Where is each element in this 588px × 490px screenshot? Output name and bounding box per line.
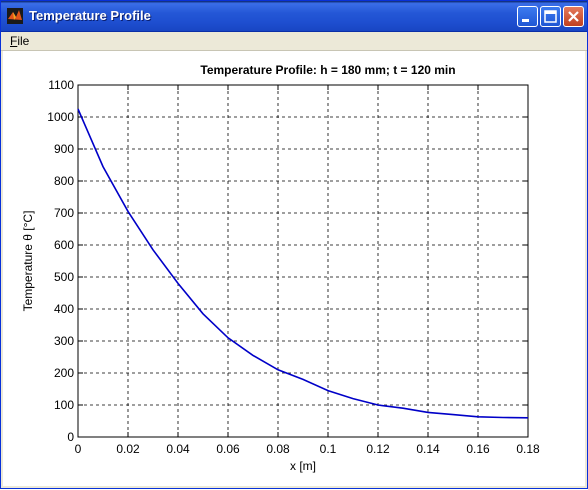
x-axis-label: x [m] [290, 459, 316, 473]
y-tick-label: 500 [54, 270, 74, 284]
x-tick-label: 0 [75, 442, 82, 456]
window-title: Temperature Profile [29, 8, 151, 23]
y-tick-label: 100 [54, 398, 74, 412]
matlab-icon [7, 8, 23, 24]
y-tick-label: 600 [54, 238, 74, 252]
y-tick-label: 800 [54, 174, 74, 188]
temperature-chart: 0 0.02 0.04 0.06 0.08 0.1 0.12 0.14 0.16 0.18 0 100… [21, 63, 540, 473]
figure-canvas: 0 0.02 0.04 0.06 0.08 0.1 0.12 0.14 0.16 0.18 0 100… [3, 51, 585, 486]
menu-file-rest: ile [17, 34, 30, 48]
x-tick-label: 0.1 [320, 442, 337, 456]
x-tick-label: 0.04 [166, 442, 190, 456]
y-tick-label: 1000 [47, 110, 74, 124]
y-tick-label: 300 [54, 334, 74, 348]
menu-bar: File [1, 32, 587, 51]
y-axis-label: Temperature θ [°C] [21, 211, 35, 312]
x-tick-label: 0.18 [516, 442, 540, 456]
menu-file[interactable]: File [10, 34, 29, 48]
x-tick-label: 0.06 [216, 442, 240, 456]
maximize-icon [544, 10, 557, 23]
x-tick-label: 0.12 [366, 442, 390, 456]
chart-title: Temperature Profile: h = 180 mm; t = 120… [200, 63, 455, 77]
maximize-button[interactable] [540, 6, 561, 27]
menu-file-mnemonic: F [10, 34, 18, 48]
y-tick-label: 900 [54, 142, 74, 156]
y-tick-label: 0 [67, 430, 74, 444]
y-tick-label: 1100 [48, 78, 74, 92]
minimize-button[interactable] [517, 6, 538, 27]
y-tick-label: 200 [54, 366, 74, 380]
close-icon [568, 11, 579, 22]
plot-area [78, 85, 528, 437]
x-tick-label: 0.16 [466, 442, 490, 456]
title-bar[interactable]: Temperature Profile [1, 1, 587, 32]
temperature-series-line [77, 108, 529, 419]
close-button[interactable] [563, 6, 584, 27]
plot-frame [77, 84, 529, 438]
y-tick-label: 400 [54, 302, 74, 316]
minimize-icon [522, 19, 529, 22]
x-tick-label: 0.08 [266, 442, 290, 456]
x-tick-label: 0.14 [416, 442, 440, 456]
y-tick-label: 700 [54, 206, 74, 220]
x-tick-label: 0.02 [116, 442, 140, 456]
